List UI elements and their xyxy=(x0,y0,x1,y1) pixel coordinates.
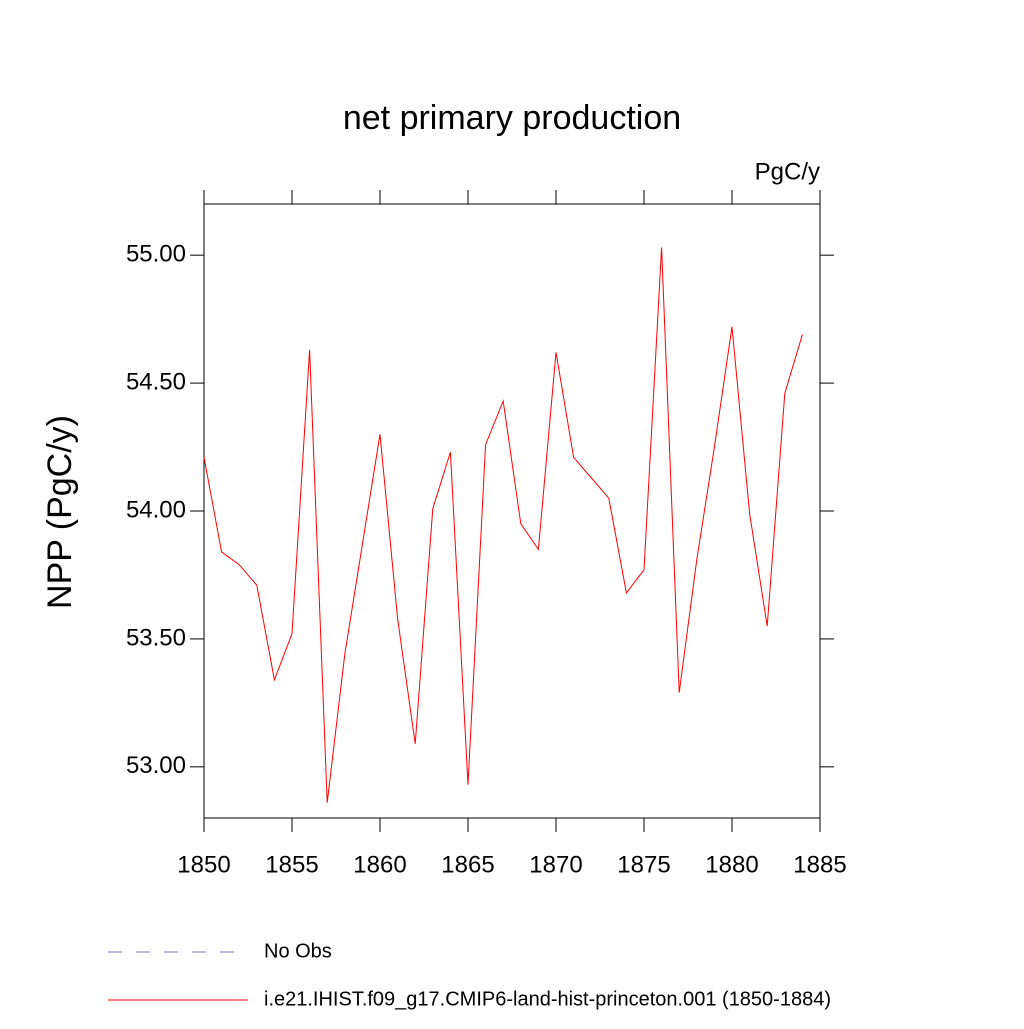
legend-label: i.e21.IHIST.f09_g17.CMIP6-land-hist-prin… xyxy=(264,988,831,1010)
chart-title: net primary production xyxy=(343,99,681,137)
x-tick-label: 1850 xyxy=(177,851,230,878)
x-tick-label: 1860 xyxy=(353,851,406,878)
x-tick-label: 1875 xyxy=(617,851,670,878)
data-line xyxy=(203,247,803,803)
y-tick-label: 53.00 xyxy=(126,752,186,779)
y-tick-label: 55.00 xyxy=(126,241,186,268)
units-label: PgC/y xyxy=(755,158,820,185)
x-tick-label: 1855 xyxy=(265,851,318,878)
y-tick-label: 54.00 xyxy=(126,496,186,523)
y-tick-label: 53.50 xyxy=(126,624,186,651)
y-tick-label: 54.50 xyxy=(126,368,186,395)
x-tick-label: 1870 xyxy=(529,851,582,878)
x-tick-label: 1880 xyxy=(705,851,758,878)
legend-label: No Obs xyxy=(264,940,332,962)
y-axis-label: NPP (PgC/y) xyxy=(41,415,79,609)
x-tick-label: 1885 xyxy=(793,851,846,878)
x-tick-label: 1865 xyxy=(441,851,494,878)
